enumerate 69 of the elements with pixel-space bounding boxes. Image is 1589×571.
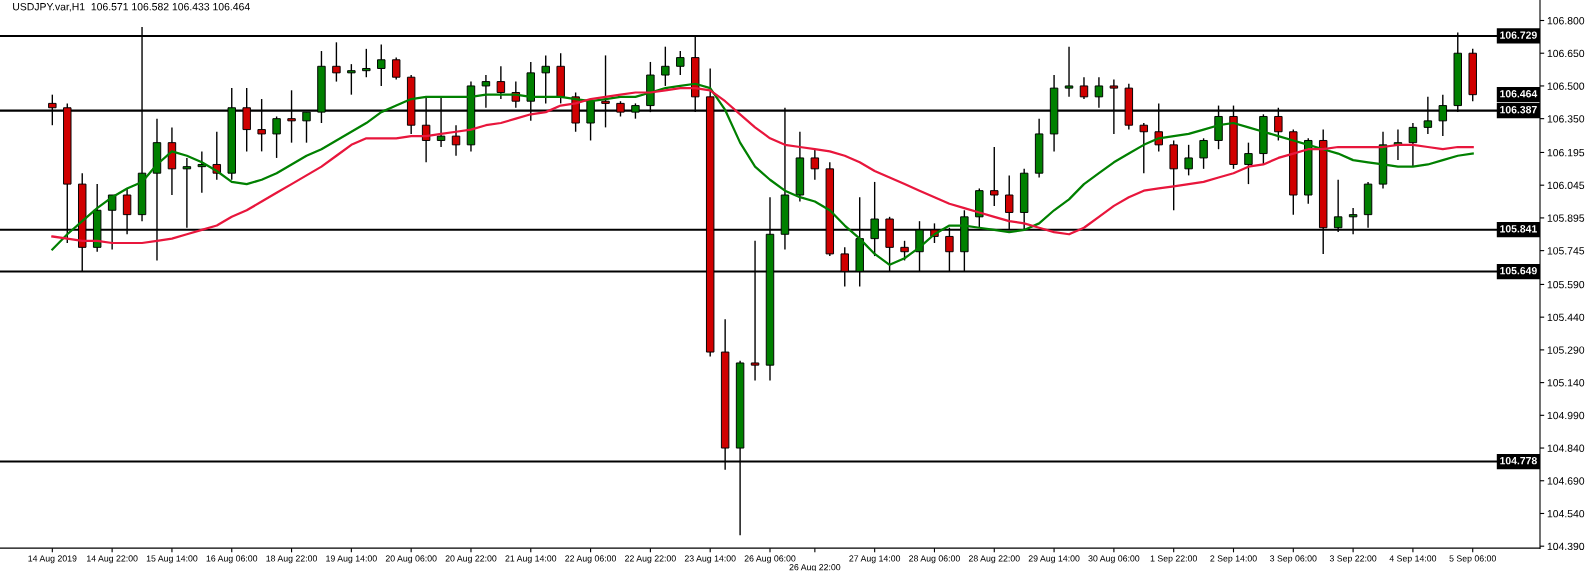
x-tick-label: 18 Aug 22:00	[266, 555, 317, 564]
candlestick	[451, 124, 461, 157]
ref-line-label: 106.387	[1500, 106, 1537, 114]
x-tick-label: 26 Aug 06:00	[744, 555, 796, 564]
y-tick-label: 106.650	[1547, 49, 1585, 58]
x-tick-label: 4 Sep 14:00	[1389, 555, 1437, 564]
x-tick-label: 20 Aug 06:00	[385, 555, 437, 564]
candlestick	[347, 63, 356, 96]
y-tick-label: 104.540	[1547, 509, 1585, 518]
candlestick	[1169, 139, 1178, 211]
candlestick	[810, 148, 820, 181]
candlestick	[272, 115, 281, 159]
x-tick-label: 1 Sep 22:00	[1150, 555, 1197, 564]
x-tick-label: 3 Sep 06:00	[1270, 555, 1317, 564]
y-tick-label: 105.745	[1547, 247, 1585, 255]
y-tick-label: 105.290	[1547, 346, 1585, 354]
candlestick	[676, 50, 685, 76]
x-tick-label: 14 Aug 2019	[28, 555, 77, 564]
ref-line-label: 104.778	[1500, 456, 1537, 465]
y-tick-label: 105.140	[1547, 379, 1585, 387]
candlestick	[990, 146, 999, 207]
y-tick-label: 106.195	[1547, 148, 1585, 157]
candlestick	[1199, 137, 1208, 170]
candlestick	[332, 41, 341, 83]
x-tick-label: 22 Aug 06:00	[565, 555, 617, 564]
x-tick-label: 23 Aug 14:00	[684, 555, 736, 564]
candlestick	[1184, 144, 1193, 177]
chart-title: USDJPY.var,H1 106.571 106.582 106.433 106.464	[13, 3, 250, 12]
y-tick-label: 104.990	[1547, 411, 1585, 420]
y-tick-label: 105.590	[1547, 280, 1585, 289]
candlestick	[1079, 76, 1089, 100]
x-tick-label: 16 Aug 06:00	[206, 555, 258, 564]
y-tick-label: 106.800	[1547, 17, 1585, 25]
candlestick	[496, 65, 506, 100]
x-tick-label: 29 Aug 14:00	[1028, 555, 1080, 564]
x-tick-label: 28 Aug 22:00	[968, 555, 1020, 564]
candlestick	[377, 43, 386, 87]
candlestick	[1139, 122, 1149, 174]
y-tick-label: 104.390	[1547, 542, 1585, 551]
candlestick	[1408, 122, 1418, 168]
y-tick-label: 104.690	[1547, 477, 1585, 485]
x-tick-label: 20 Aug 22:00	[445, 555, 497, 564]
ref-line-label: 105.841	[1500, 225, 1537, 233]
x-tick-label: 3 Sep 22:00	[1329, 555, 1377, 564]
candlestick	[391, 56, 401, 81]
y-tick-label: 106.350	[1547, 115, 1585, 123]
y-tick-label: 105.895	[1547, 214, 1585, 222]
candlestick	[900, 240, 909, 262]
x-tick-label: 2 Sep 14:00	[1210, 555, 1257, 564]
x-tick-label: 21 Aug 14:00	[505, 555, 557, 564]
ref-line-label: 105.649	[1500, 266, 1537, 275]
y-tick-label: 105.440	[1547, 313, 1585, 322]
candlestick	[362, 48, 371, 78]
y-tick-label: 106.500	[1547, 82, 1585, 90]
candlestick	[1244, 141, 1253, 185]
y-tick-label: 104.840	[1547, 444, 1585, 452]
x-tick-label: 14 Aug 22:00	[87, 555, 138, 564]
x-tick-label: 22 Aug 22:00	[625, 555, 676, 564]
x-tick-label: 28 Aug 06:00	[909, 555, 960, 564]
y-tick-label: 106.045	[1547, 181, 1585, 190]
x-tick-label: 15 Aug 14:00	[146, 555, 198, 564]
x-tick-label: 30 Aug 06:00	[1088, 555, 1140, 564]
x-tick-label: 19 Aug 14:00	[326, 555, 377, 564]
x-tick-label: 5 Sep 06:00	[1449, 555, 1496, 564]
ref-line-label: 106.729	[1500, 31, 1537, 39]
text: 106.464	[1500, 90, 1538, 98]
x-tick-label: 27 Aug 14:00	[849, 555, 901, 564]
candlestick	[1094, 76, 1104, 109]
candlestick	[1064, 45, 1074, 98]
